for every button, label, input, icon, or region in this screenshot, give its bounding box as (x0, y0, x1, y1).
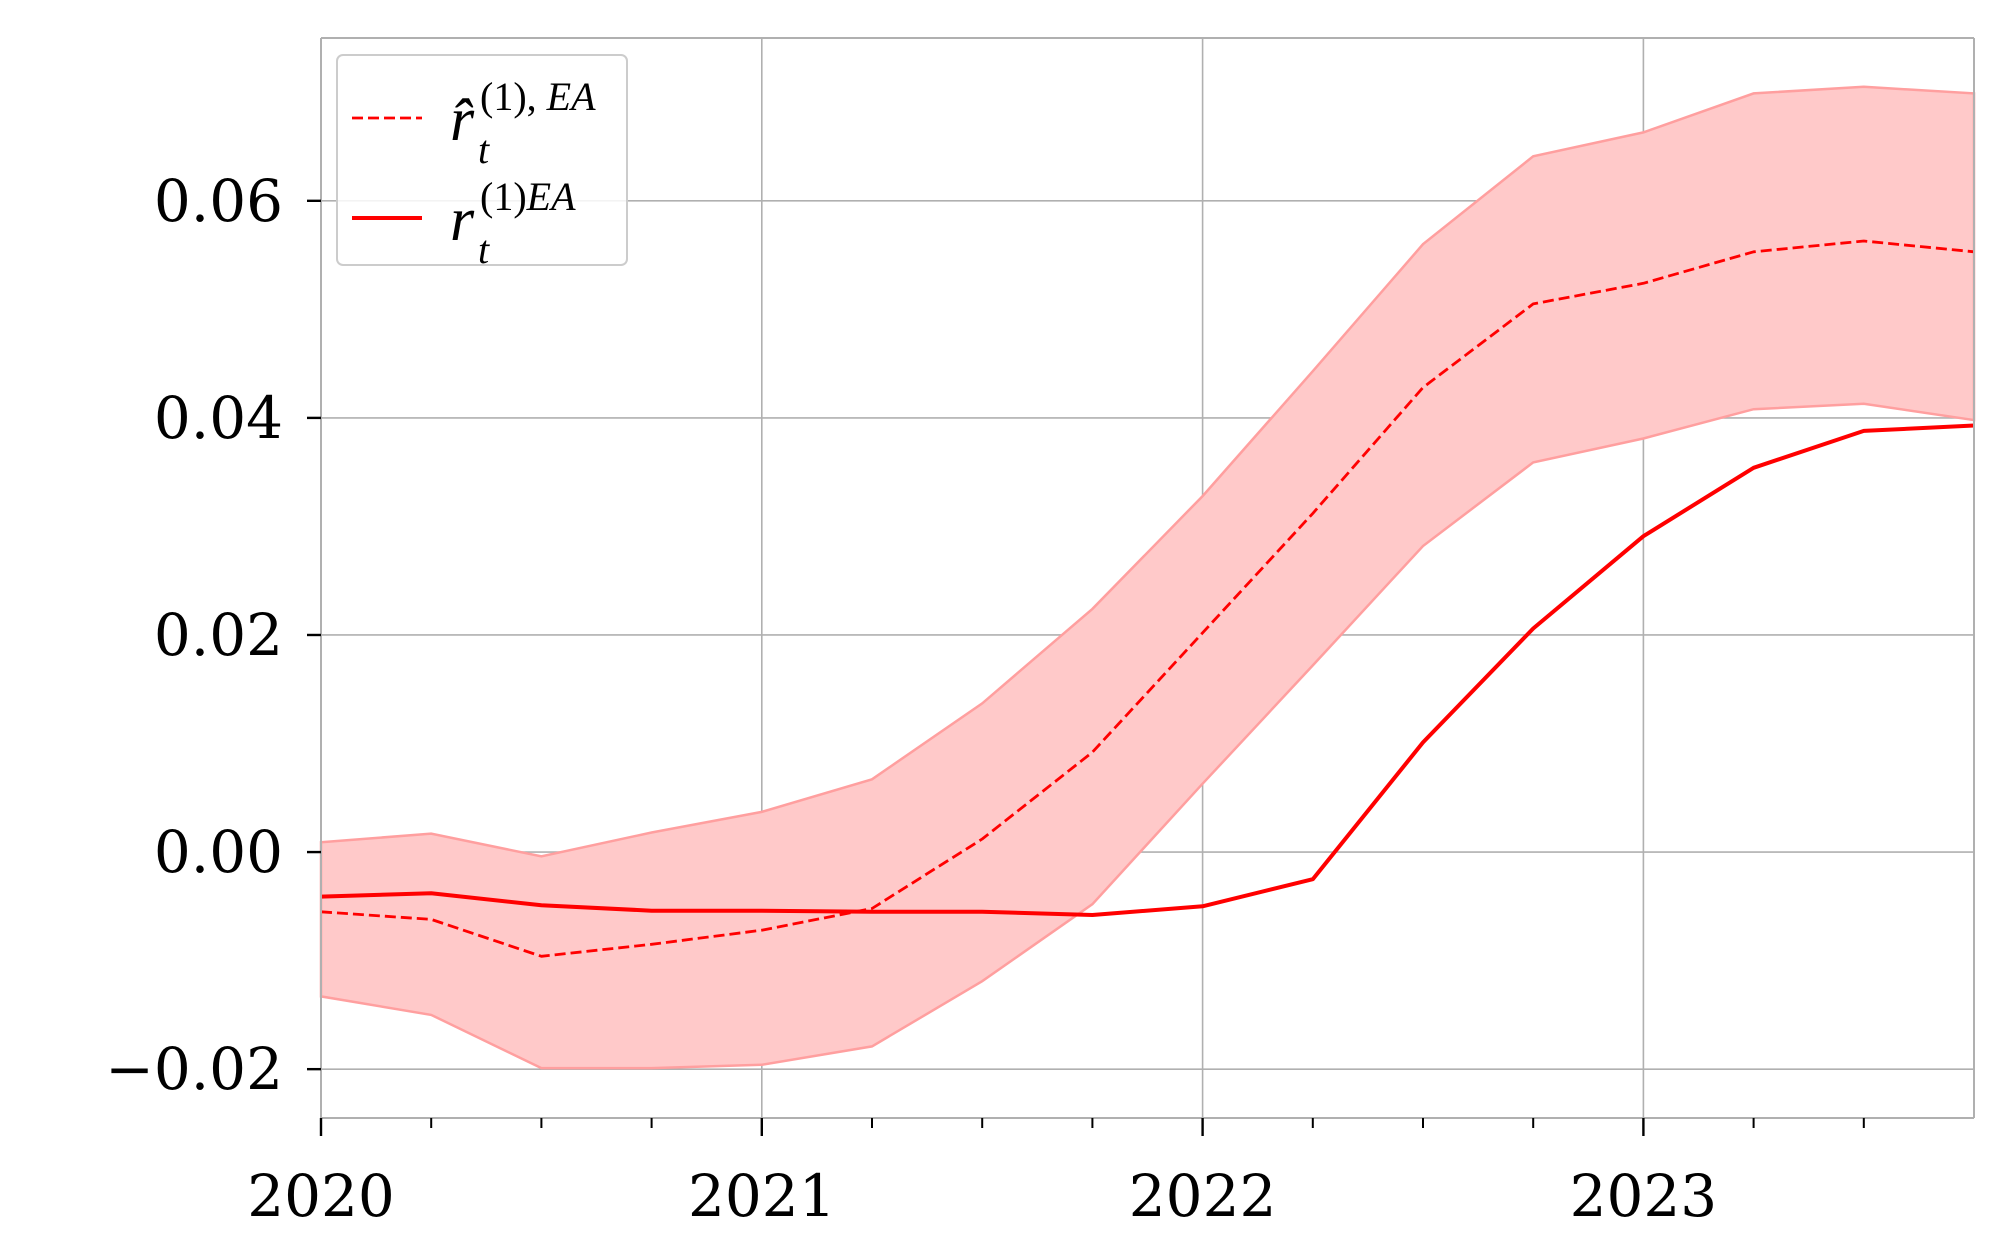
y-tick-label-1: 0.00 (154, 818, 283, 886)
y-tick-label-4: 0.06 (154, 167, 283, 235)
legend-label-0: r̂ (450, 86, 475, 154)
x-tick-label-3: 2023 (1570, 1162, 1718, 1230)
legend-label-sup-0: (1), EA (480, 74, 596, 119)
y-tick-label-2: 0.02 (154, 601, 283, 669)
x-tick-label-2: 2022 (1129, 1162, 1277, 1230)
legend-label-1: r (450, 186, 475, 254)
x-tick-label-0: 2020 (247, 1162, 395, 1230)
y-tick-label-3: 0.04 (154, 384, 283, 452)
series-layer (320, 239, 1975, 958)
legend-label-sub-0: t (478, 127, 490, 172)
y-tick-label-0: −0.02 (105, 1035, 283, 1103)
legend-label-sup-1: (1)EA (480, 174, 576, 219)
actual-line (320, 423, 1975, 917)
axes (320, 37, 1975, 1119)
forecast-line (320, 239, 1975, 958)
ticks: −0.02 0.00 0.02 0.04 0.06 2020 2021 2022 2023 (105, 167, 1865, 1230)
x-tick-label-1: 2021 (688, 1162, 836, 1230)
legend-box (336, 54, 628, 266)
legend-label-sub-1: t (478, 227, 490, 272)
